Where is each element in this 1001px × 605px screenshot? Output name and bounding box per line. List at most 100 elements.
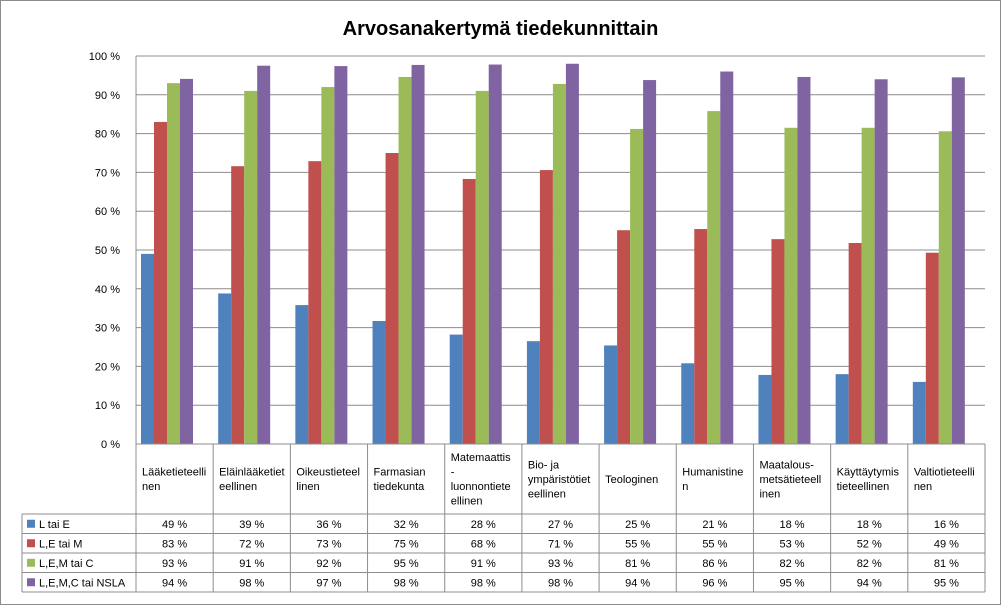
bar bbox=[835, 374, 849, 444]
bar bbox=[539, 170, 553, 444]
bar bbox=[462, 178, 476, 444]
bar bbox=[604, 345, 618, 444]
bar bbox=[385, 153, 399, 444]
x-category-label: linen bbox=[296, 481, 319, 493]
data-table-value: 68 % bbox=[471, 538, 496, 550]
data-table-value: 98 % bbox=[548, 577, 573, 589]
bar bbox=[874, 79, 888, 444]
data-table-value: 75 % bbox=[394, 538, 419, 550]
data-table-value: 83 % bbox=[162, 538, 187, 550]
data-table-value: 91 % bbox=[239, 558, 264, 570]
bar bbox=[565, 63, 579, 444]
data-table-value: 95 % bbox=[934, 577, 959, 589]
bar bbox=[334, 66, 348, 444]
y-tick-label: 30 % bbox=[95, 323, 120, 335]
bar bbox=[180, 78, 193, 444]
legend-label: L,E,M tai C bbox=[39, 558, 93, 570]
y-tick-label: 60 % bbox=[95, 206, 120, 218]
chart-title: Arvosanakertymä tiedekunnittain bbox=[342, 18, 659, 40]
x-category-label: eellinen bbox=[528, 488, 566, 500]
data-table-value: 91 % bbox=[471, 558, 496, 570]
bar bbox=[681, 363, 695, 444]
y-tick-label: 40 % bbox=[95, 284, 120, 296]
x-category-label: n bbox=[682, 481, 688, 493]
x-category-label: Käyttäytymis bbox=[837, 467, 900, 479]
x-category-label: Bio- ja bbox=[528, 459, 560, 471]
bar bbox=[398, 76, 412, 445]
bar bbox=[617, 230, 631, 444]
data-table-value: 97 % bbox=[316, 577, 341, 589]
data-table-value: 98 % bbox=[239, 577, 264, 589]
data-table-value: 73 % bbox=[316, 538, 341, 550]
data-table-value: 94 % bbox=[857, 577, 882, 589]
x-category-label: luonnontiete bbox=[451, 481, 511, 493]
x-category-label: Humanistine bbox=[682, 467, 743, 479]
x-category-label: tiedekunta bbox=[374, 481, 426, 493]
bar bbox=[321, 87, 335, 444]
bar bbox=[295, 305, 309, 444]
data-table-value: 27 % bbox=[548, 519, 573, 531]
bar bbox=[167, 83, 180, 444]
bar bbox=[784, 127, 798, 444]
legend-key bbox=[27, 578, 35, 587]
bar bbox=[308, 161, 322, 444]
data-table-value: 55 % bbox=[625, 538, 650, 550]
data-table-value: 95 % bbox=[780, 577, 805, 589]
bar bbox=[526, 341, 540, 444]
data-table-value: 49 % bbox=[162, 519, 187, 531]
x-category-label: eellinen bbox=[219, 481, 257, 493]
data-table-value: 72 % bbox=[239, 538, 264, 550]
x-category-label: - bbox=[451, 467, 455, 479]
data-table-value: 96 % bbox=[702, 577, 727, 589]
x-category-label: Valtiotieteelli bbox=[914, 467, 975, 479]
bar bbox=[848, 243, 862, 444]
y-tick-label: 90 % bbox=[95, 90, 120, 102]
x-category-label: nen bbox=[914, 481, 932, 493]
bar bbox=[797, 76, 811, 445]
data-table-value: 94 % bbox=[162, 577, 187, 589]
x-category-label: Lääketieteelli bbox=[142, 467, 206, 479]
bar bbox=[938, 131, 952, 444]
bar bbox=[257, 65, 271, 444]
bar bbox=[488, 64, 502, 444]
data-table-value: 16 % bbox=[934, 519, 959, 531]
bar bbox=[244, 90, 258, 445]
bar bbox=[154, 121, 167, 445]
x-category-label: Matemaattis bbox=[451, 452, 511, 464]
data-table-value: 98 % bbox=[471, 577, 496, 589]
x-category-label: Oikeustieteel bbox=[296, 467, 360, 479]
bar bbox=[720, 71, 734, 445]
data-table-value: 95 % bbox=[394, 558, 419, 570]
legend-key bbox=[27, 519, 35, 528]
data-table-value: 49 % bbox=[934, 538, 959, 550]
y-tick-label: 0 % bbox=[101, 439, 120, 451]
bar bbox=[771, 239, 785, 444]
y-tick-label: 20 % bbox=[95, 361, 120, 373]
y-tick-label: 80 % bbox=[95, 129, 120, 141]
bar bbox=[861, 127, 875, 444]
data-table-value: 81 % bbox=[934, 558, 959, 570]
bar bbox=[141, 253, 154, 444]
x-category-label: Teologinen bbox=[605, 474, 658, 486]
data-table-value: 81 % bbox=[625, 558, 650, 570]
y-tick-label: 50 % bbox=[95, 245, 120, 257]
legend-key bbox=[27, 558, 35, 567]
x-category-label: metsätieteell bbox=[759, 474, 821, 486]
x-category-label: Maatalous- bbox=[759, 459, 814, 471]
data-table-value: 98 % bbox=[394, 577, 419, 589]
data-table-value: 39 % bbox=[239, 519, 264, 531]
x-category-label: Eläinlääketiet bbox=[219, 467, 284, 479]
data-table-value: 86 % bbox=[702, 558, 727, 570]
data-table-value: 28 % bbox=[471, 519, 496, 531]
bar bbox=[758, 374, 772, 444]
y-tick-label: 70 % bbox=[95, 167, 120, 179]
data-table-value: 25 % bbox=[625, 519, 650, 531]
data-table-value: 82 % bbox=[857, 558, 882, 570]
x-category-label: ympäristötiet bbox=[528, 474, 590, 486]
bar bbox=[411, 64, 425, 444]
bar bbox=[218, 293, 232, 444]
data-table-value: 93 % bbox=[162, 558, 187, 570]
data-table-value: 21 % bbox=[702, 519, 727, 531]
bar bbox=[449, 334, 463, 444]
